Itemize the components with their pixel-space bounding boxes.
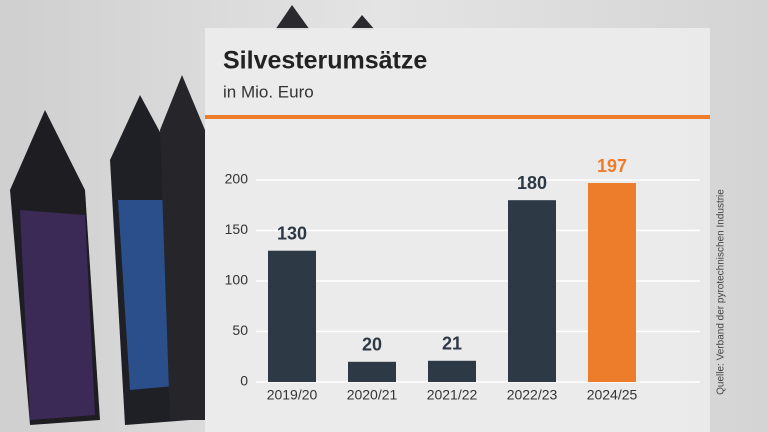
title-rule <box>205 115 710 119</box>
x-tick-label: 2020/21 <box>347 387 398 403</box>
bar <box>588 183 636 382</box>
value-label: 20 <box>362 335 382 355</box>
bar <box>508 200 556 382</box>
x-tick-label: 2022/23 <box>507 387 558 403</box>
bar <box>428 360 476 382</box>
y-tick-label: 50 <box>232 322 248 338</box>
y-tick-label: 150 <box>225 221 249 237</box>
bar <box>348 361 396 382</box>
value-label: 197 <box>597 156 627 176</box>
chart-subtitle: in Mio. Euro <box>223 82 314 101</box>
bar <box>268 250 316 382</box>
x-tick-label: 2024/25 <box>587 387 638 403</box>
value-label: 180 <box>517 173 547 193</box>
source-note: Quelle: Verband der pyrotechnischen Indu… <box>716 189 727 395</box>
value-label: 130 <box>277 223 307 243</box>
y-tick-label: 200 <box>225 171 249 187</box>
value-label: 21 <box>442 334 462 354</box>
chart-title: Silvesterumsätze <box>223 47 427 75</box>
rockets <box>10 5 375 425</box>
y-tick-label: 100 <box>225 272 249 288</box>
x-tick-label: 2021/22 <box>427 387 478 403</box>
y-tick-label: 0 <box>240 373 248 389</box>
x-tick-label: 2019/20 <box>267 387 318 403</box>
